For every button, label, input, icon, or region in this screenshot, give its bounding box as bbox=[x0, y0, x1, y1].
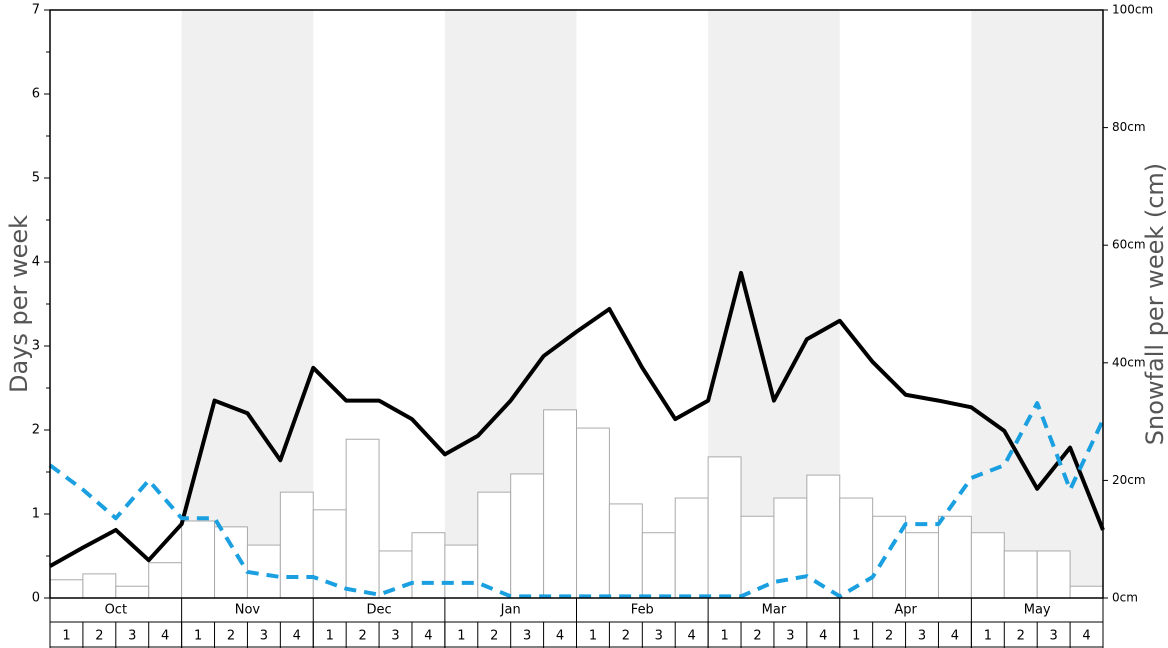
week-label: 4 bbox=[161, 629, 169, 644]
snowfall-bar bbox=[641, 532, 676, 599]
y-tick-label: 1 bbox=[32, 507, 40, 522]
week-label: 2 bbox=[622, 629, 630, 644]
snowfall-bar bbox=[839, 497, 874, 599]
snowfall-bar bbox=[674, 497, 709, 599]
week-label: 4 bbox=[1082, 629, 1090, 644]
week-label: 2 bbox=[753, 629, 761, 644]
y-tick-label: 3 bbox=[32, 339, 40, 354]
y-tick-label: 6 bbox=[32, 87, 40, 102]
week-label: 1 bbox=[194, 629, 202, 644]
snowfall-bar bbox=[608, 503, 643, 599]
snowfall-bar bbox=[1003, 550, 1038, 599]
month-label: Nov bbox=[235, 603, 261, 618]
y2-tick-label: 40cm bbox=[1112, 355, 1146, 369]
week-label: 2 bbox=[885, 629, 893, 644]
snowfall-bar bbox=[543, 409, 577, 599]
snowfall-bar bbox=[1036, 550, 1071, 599]
snowfall-bar bbox=[576, 427, 610, 599]
month-label: May bbox=[1024, 603, 1051, 618]
week-label: 3 bbox=[260, 629, 268, 644]
week-label: 1 bbox=[457, 629, 465, 644]
y2-tick-label: 100cm bbox=[1112, 3, 1153, 17]
week-label: 1 bbox=[984, 629, 992, 644]
week-label: 1 bbox=[589, 629, 597, 644]
snowfall-bar bbox=[970, 532, 1005, 599]
y2-tick-label: 60cm bbox=[1112, 238, 1146, 252]
snowfall-bar bbox=[82, 573, 117, 599]
y-tick-label: 7 bbox=[32, 3, 40, 18]
week-label: 4 bbox=[293, 629, 301, 644]
week-label: 1 bbox=[852, 629, 860, 644]
week-label: 4 bbox=[556, 629, 564, 644]
snowfall-bar bbox=[1069, 585, 1104, 599]
week-label: 3 bbox=[523, 629, 531, 644]
month-label: Dec bbox=[366, 603, 391, 618]
week-label: 3 bbox=[918, 629, 926, 644]
snowfall-bar bbox=[905, 532, 939, 599]
snowfall-bar bbox=[937, 515, 972, 599]
snowfall-bar bbox=[378, 550, 413, 599]
y2-tick-label: 20cm bbox=[1112, 473, 1146, 487]
y-axis-title: Days per week bbox=[5, 215, 33, 393]
week-label: 2 bbox=[227, 629, 235, 644]
week-label: 3 bbox=[655, 629, 663, 644]
snowfall-bar bbox=[279, 491, 314, 599]
week-label: 4 bbox=[951, 629, 959, 644]
week-label: 4 bbox=[424, 629, 432, 644]
snowfall-bar bbox=[181, 520, 216, 599]
week-label: 1 bbox=[326, 629, 334, 644]
y2-tick-label: 80cm bbox=[1112, 120, 1146, 134]
month-label: Feb bbox=[631, 603, 654, 618]
month-label: Mar bbox=[762, 603, 787, 618]
days-line bbox=[49, 270, 1105, 568]
month-shade bbox=[971, 10, 1103, 598]
y-tick-label: 0 bbox=[32, 591, 40, 606]
snowfall-bar bbox=[806, 474, 841, 599]
y-tick-label: 4 bbox=[32, 255, 40, 270]
week-label: 1 bbox=[720, 629, 728, 644]
week-label: 3 bbox=[1050, 629, 1058, 644]
snowfall-bar bbox=[49, 579, 84, 599]
week-label: 1 bbox=[62, 629, 70, 644]
week-label: 3 bbox=[128, 629, 136, 644]
snowfall-bar bbox=[477, 491, 512, 599]
y2-tick-label: 0cm bbox=[1112, 591, 1138, 605]
week-label: 4 bbox=[688, 629, 696, 644]
y-tick-label: 5 bbox=[32, 171, 40, 186]
y-tick-label: 2 bbox=[32, 423, 40, 438]
week-label: 3 bbox=[786, 629, 794, 644]
snowfall-bar bbox=[345, 438, 380, 599]
week-label: 4 bbox=[819, 629, 827, 644]
week-label: 2 bbox=[490, 629, 498, 644]
week-label: 3 bbox=[391, 629, 399, 644]
snowfall-bar bbox=[707, 456, 742, 599]
month-label: Oct bbox=[105, 603, 127, 618]
y2-axis-title: Snowfall per week (cm) bbox=[1141, 163, 1168, 445]
snowfall-bar bbox=[444, 544, 479, 599]
week-label: 2 bbox=[358, 629, 366, 644]
month-label: Jan bbox=[500, 603, 521, 618]
snowfall-bar bbox=[510, 473, 545, 599]
week-label: 2 bbox=[95, 629, 103, 644]
month-label: Apr bbox=[894, 603, 917, 618]
week-label: 2 bbox=[1017, 629, 1025, 644]
snowfall-bar bbox=[115, 585, 150, 599]
snowfall-bar bbox=[411, 532, 446, 599]
snowfall-bar bbox=[148, 562, 183, 599]
